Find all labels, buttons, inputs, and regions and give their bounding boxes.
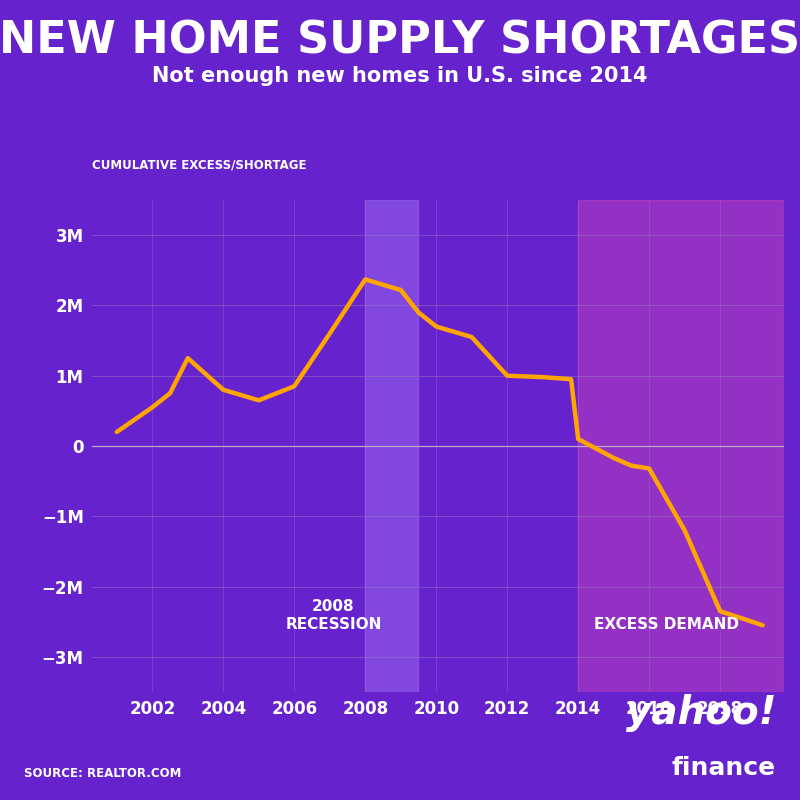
Text: yahoo!: yahoo! (626, 694, 776, 732)
Text: 2008
RECESSION: 2008 RECESSION (285, 598, 382, 632)
Text: SOURCE: REALTOR.COM: SOURCE: REALTOR.COM (24, 767, 182, 780)
Text: EXCESS DEMAND: EXCESS DEMAND (594, 618, 739, 632)
Text: NEW HOME SUPPLY SHORTAGES: NEW HOME SUPPLY SHORTAGES (0, 20, 800, 63)
Text: Not enough new homes in U.S. since 2014: Not enough new homes in U.S. since 2014 (152, 66, 648, 86)
Text: CUMULATIVE EXCESS/SHORTAGE: CUMULATIVE EXCESS/SHORTAGE (92, 159, 306, 172)
Text: finance: finance (672, 756, 776, 780)
Bar (578, 200, 784, 692)
Bar (366, 200, 418, 692)
